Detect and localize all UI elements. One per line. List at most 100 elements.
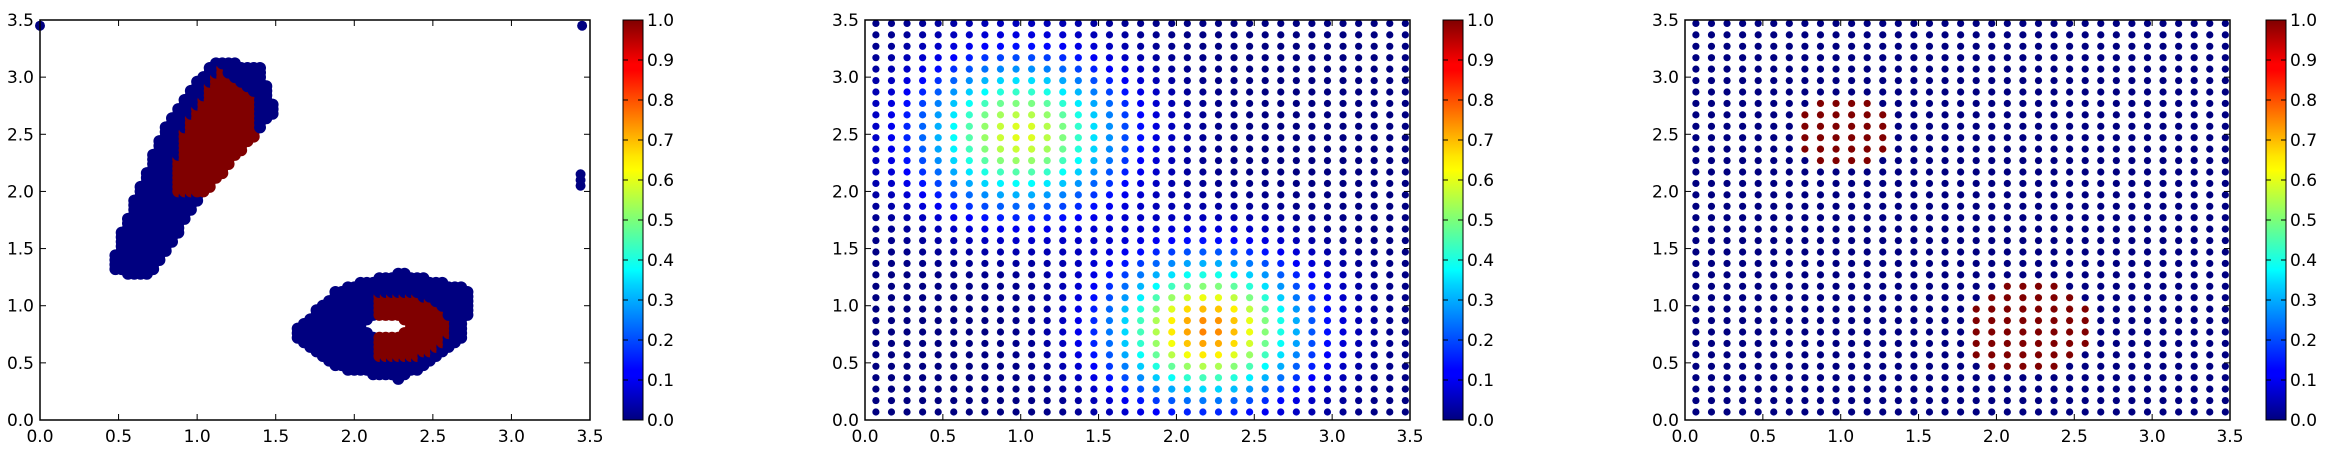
scatter-point bbox=[872, 225, 880, 233]
scatter-point bbox=[1183, 328, 1191, 336]
scatter-point bbox=[2112, 19, 2120, 28]
scatter-point bbox=[1168, 408, 1176, 416]
scatter-point bbox=[1230, 374, 1238, 382]
scatter-point bbox=[1074, 385, 1082, 393]
scatter-point bbox=[1863, 145, 1871, 153]
scatter-point bbox=[1246, 271, 1254, 279]
scatter-point bbox=[872, 396, 880, 405]
y-tick-label: 2.0 bbox=[1652, 182, 1679, 202]
scatter-point bbox=[2112, 271, 2120, 279]
scatter-point bbox=[1277, 374, 1285, 382]
scatter-point bbox=[1355, 122, 1363, 130]
scatter-point bbox=[1879, 305, 1887, 313]
panel-right: 0.0 0.5 1.0 1.5 2.0 2.5 3.0 3.5 0.00.51.01.52.0… bbox=[1652, 11, 2317, 447]
scatter-point bbox=[1801, 88, 1809, 96]
scatter-point bbox=[2190, 362, 2198, 370]
scatter-point bbox=[2066, 271, 2074, 279]
scatter-point bbox=[1386, 202, 1394, 210]
scatter-point bbox=[1739, 191, 1747, 199]
colorbar-tick-label: 0.3 bbox=[1467, 291, 1494, 311]
scatter-point bbox=[1105, 54, 1114, 62]
scatter-point bbox=[1988, 248, 1996, 256]
scatter-point bbox=[1028, 294, 1036, 302]
scatter-point bbox=[872, 282, 880, 290]
scatter-point bbox=[1028, 225, 1036, 233]
scatter-point bbox=[1137, 134, 1145, 142]
scatter-point bbox=[1386, 225, 1394, 233]
scatter-point bbox=[1739, 76, 1747, 85]
scatter-point bbox=[1012, 122, 1020, 130]
scatter-point bbox=[1355, 362, 1363, 370]
scatter-point bbox=[1739, 168, 1747, 176]
scatter-point bbox=[887, 248, 896, 256]
scatter-point bbox=[872, 42, 880, 50]
scatter-point bbox=[1043, 191, 1051, 199]
scatter-point bbox=[1323, 236, 1332, 245]
scatter-point bbox=[1894, 328, 1902, 336]
scatter-point bbox=[1370, 156, 1378, 165]
scatter-point bbox=[2159, 191, 2167, 199]
scatter-point bbox=[1957, 214, 1965, 222]
scatter-point bbox=[1972, 191, 1980, 199]
scatter-point bbox=[1074, 111, 1082, 119]
scatter-point bbox=[1246, 42, 1254, 50]
scatter-point bbox=[1339, 214, 1347, 222]
scatter-point bbox=[2143, 191, 2152, 199]
scatter-point bbox=[1816, 202, 1825, 210]
scatter-point bbox=[1972, 305, 1980, 313]
scatter-point bbox=[2206, 134, 2214, 142]
scatter-point bbox=[1972, 88, 1980, 96]
scatter-point bbox=[981, 351, 989, 359]
colorbar-tick-label: 0.5 bbox=[1467, 211, 1494, 231]
scatter-point bbox=[1692, 179, 1700, 188]
scatter-point bbox=[2081, 99, 2089, 108]
scatter-point bbox=[1121, 259, 1129, 268]
scatter-point bbox=[1261, 271, 1269, 279]
scatter-point bbox=[1199, 168, 1207, 176]
scatter-point bbox=[903, 99, 911, 108]
scatter-point bbox=[1214, 19, 1223, 28]
scatter-point bbox=[1401, 374, 1409, 382]
scatter-point bbox=[950, 282, 958, 290]
scatter-point bbox=[1012, 408, 1020, 416]
scatter-point bbox=[2190, 259, 2198, 268]
scatter-point bbox=[1355, 328, 1363, 336]
scatter-point bbox=[1785, 145, 1793, 153]
scatter-point bbox=[2081, 168, 2089, 176]
scatter-point bbox=[2050, 328, 2058, 336]
scatter-point bbox=[1183, 99, 1191, 108]
scatter-point bbox=[996, 214, 1005, 222]
scatter-point bbox=[1816, 396, 1825, 405]
scatter-point bbox=[2066, 385, 2074, 393]
scatter-point bbox=[1707, 362, 1716, 370]
scatter-point bbox=[1941, 282, 1949, 290]
scatter-point bbox=[1059, 76, 1067, 85]
scatter-point bbox=[1121, 168, 1129, 176]
scatter-point bbox=[1355, 248, 1363, 256]
scatter-point bbox=[1339, 76, 1347, 85]
scatter-point bbox=[1308, 339, 1316, 348]
scatter-point bbox=[1277, 168, 1285, 176]
scatter-point bbox=[1043, 259, 1051, 268]
scatter-point bbox=[1894, 31, 1902, 39]
scatter-point bbox=[1292, 202, 1300, 210]
scatter-point bbox=[1308, 134, 1316, 142]
scatter-point bbox=[1137, 99, 1145, 108]
scatter-point bbox=[1370, 362, 1378, 370]
scatter-point bbox=[2081, 145, 2089, 153]
scatter-point bbox=[919, 328, 927, 336]
scatter-point bbox=[1043, 65, 1051, 73]
scatter-point bbox=[2081, 134, 2089, 142]
scatter-point bbox=[1168, 271, 1176, 279]
scatter-point bbox=[1386, 328, 1394, 336]
scatter-point bbox=[1168, 191, 1176, 199]
scatter-point bbox=[1183, 65, 1191, 73]
colorbar-tick-label: 0.6 bbox=[1467, 171, 1494, 191]
scatter-point bbox=[1261, 214, 1269, 222]
scatter-point bbox=[1214, 339, 1223, 348]
scatter-point bbox=[1925, 385, 1934, 393]
scatter-point bbox=[1972, 259, 1980, 268]
scatter-point bbox=[1152, 408, 1160, 416]
scatter-point bbox=[1707, 339, 1716, 348]
scatter-point bbox=[1246, 54, 1254, 62]
